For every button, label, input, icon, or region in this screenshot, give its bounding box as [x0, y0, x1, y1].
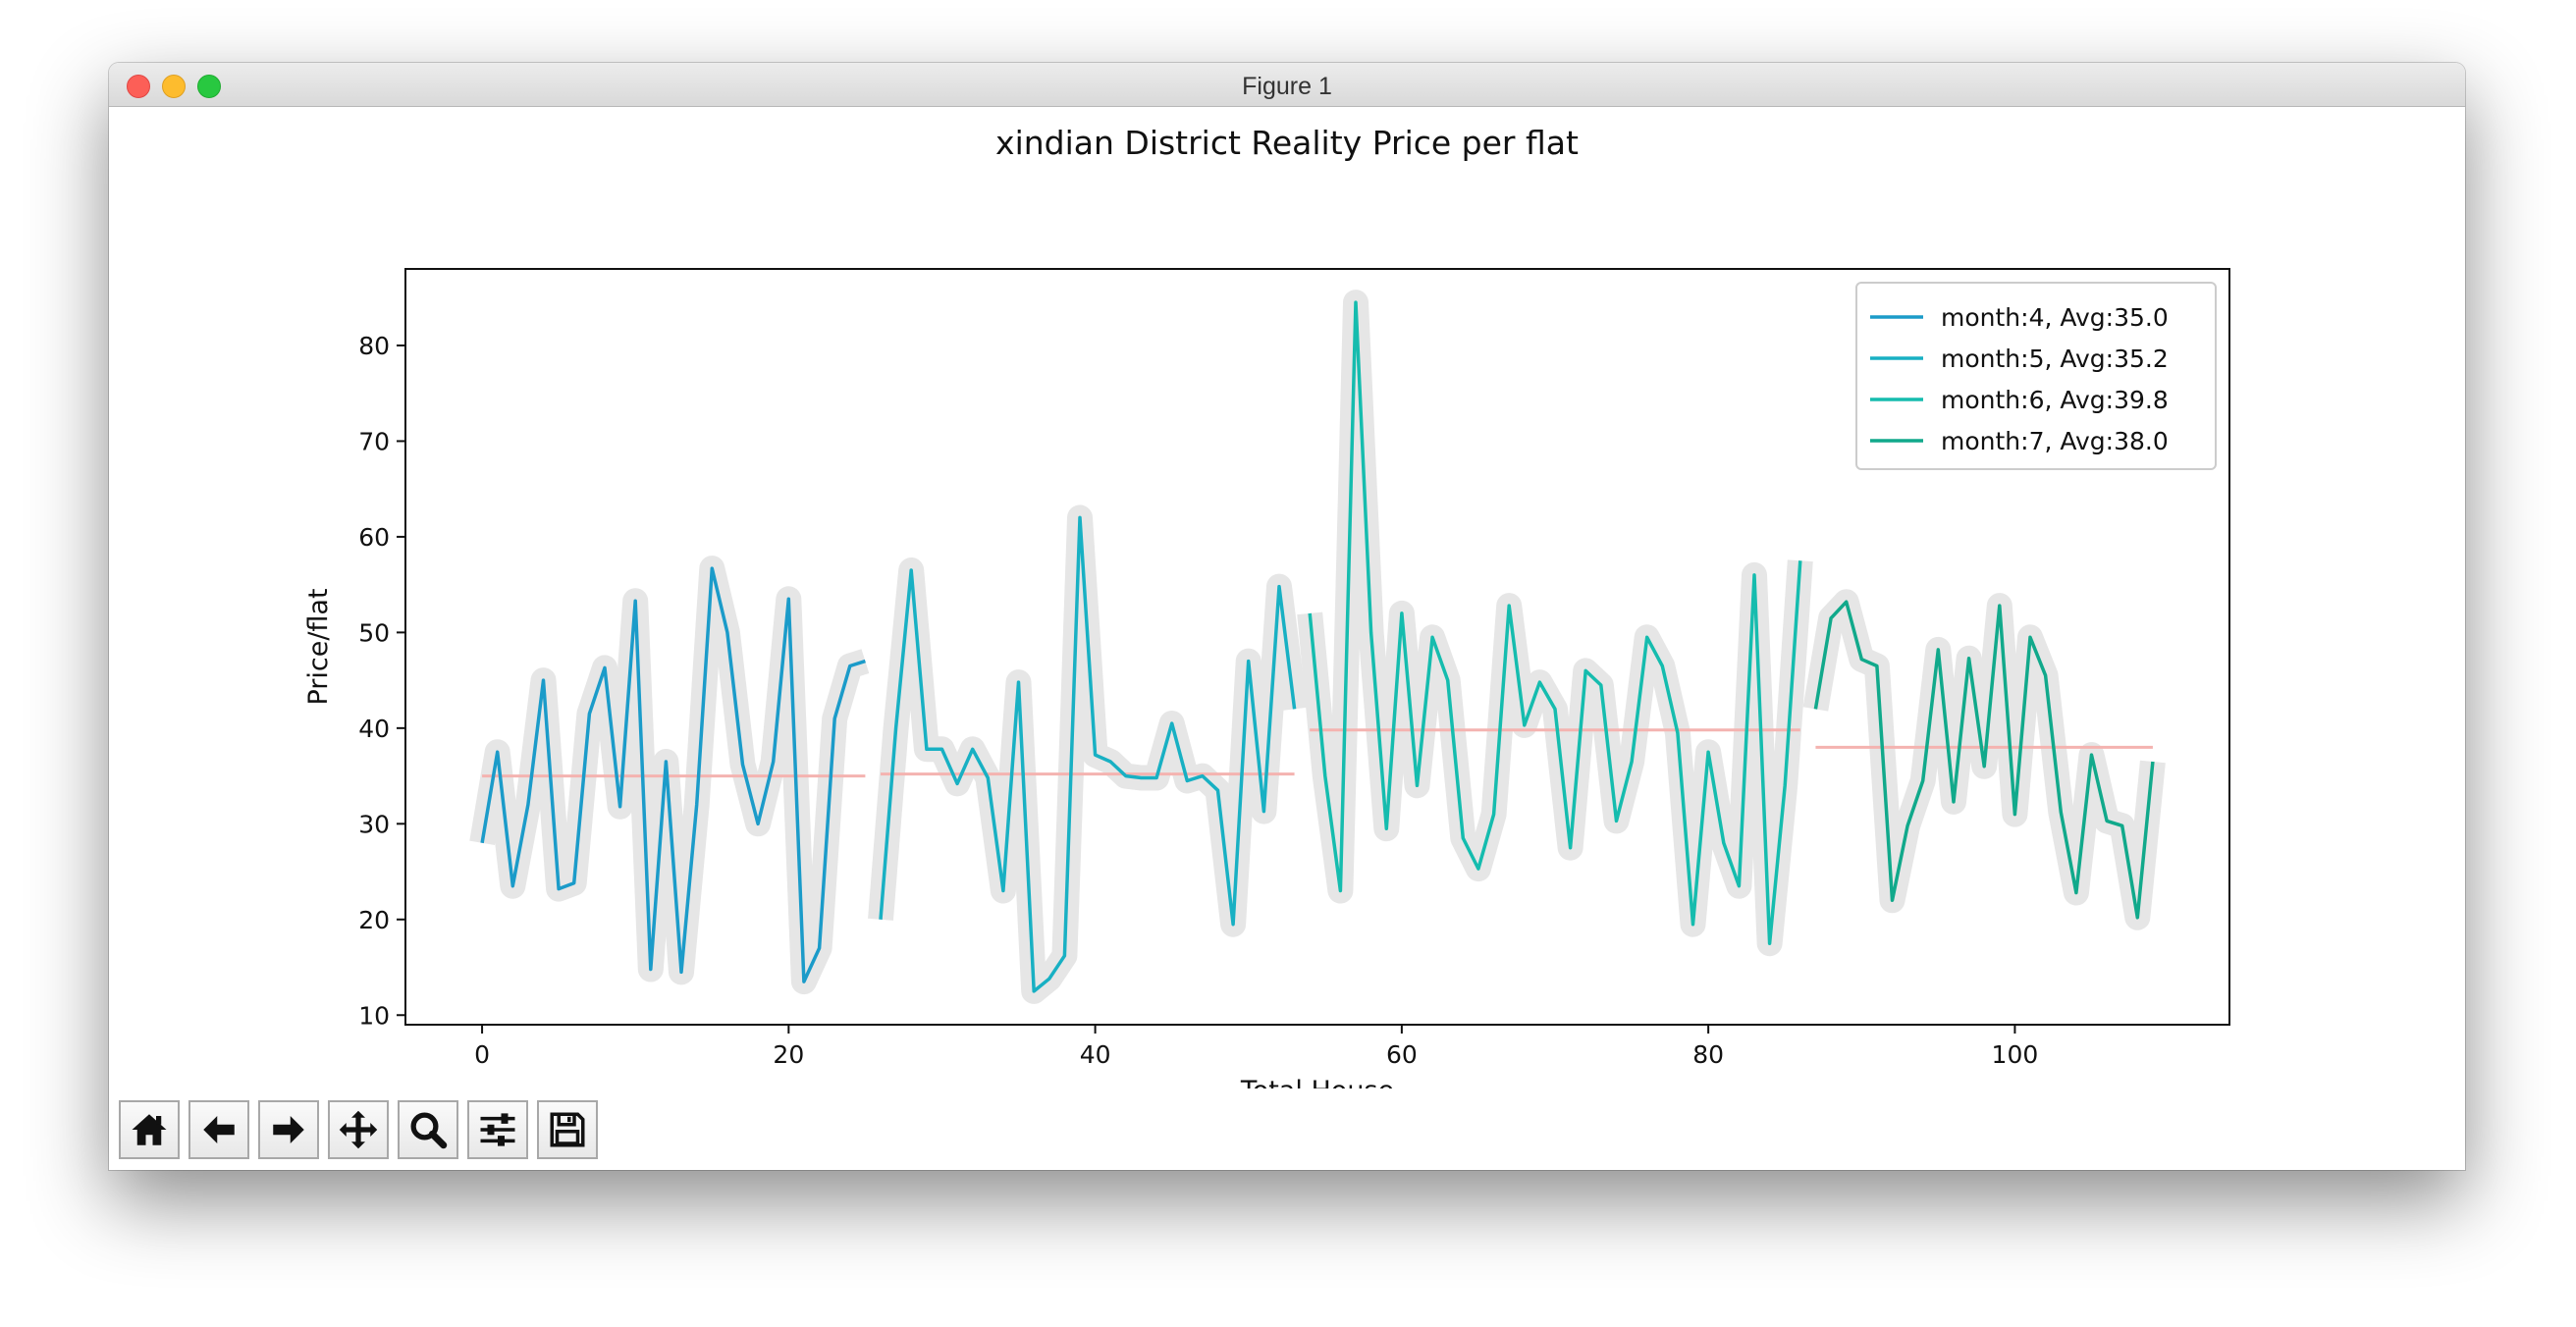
- minimize-window-button[interactable]: [162, 75, 186, 98]
- x-tick-label: 60: [1386, 1040, 1418, 1069]
- legend-box: [1855, 282, 2217, 470]
- navigation-toolbar: [109, 1088, 2465, 1170]
- x-tick-label: 100: [1992, 1040, 2039, 1069]
- configure-subplots-button[interactable]: [467, 1100, 528, 1159]
- close-window-button[interactable]: [127, 75, 150, 98]
- x-tick-label: 0: [474, 1040, 490, 1069]
- y-tick-label: 20: [358, 906, 390, 934]
- title-bar[interactable]: Figure 1: [109, 63, 2465, 107]
- zoom-button[interactable]: [398, 1100, 458, 1159]
- forward-button[interactable]: [258, 1100, 319, 1159]
- y-axis-label: Price/flat: [303, 588, 334, 705]
- window-title: Figure 1: [1242, 73, 1332, 100]
- home-button[interactable]: [119, 1100, 180, 1159]
- legend-label-3: month:6, Avg:39.8: [1941, 386, 2169, 414]
- figure-canvas[interactable]: xindian District Reality Price per flat …: [109, 107, 2465, 1088]
- maximize-window-button[interactable]: [197, 75, 221, 98]
- series-line-2[interactable]: [879, 515, 1297, 993]
- x-tick-label: 20: [773, 1040, 804, 1069]
- y-tick-label: 80: [358, 332, 390, 360]
- plot-frame: [404, 268, 2230, 1026]
- arrow-right-icon: [273, 1116, 304, 1143]
- y-tick-label: 70: [358, 427, 390, 455]
- move-icon: [339, 1110, 378, 1149]
- back-button[interactable]: [188, 1100, 249, 1159]
- series-line-3[interactable]: [1308, 300, 1802, 945]
- y-tick-label: 40: [358, 715, 390, 743]
- y-tick-label: 10: [358, 1001, 390, 1030]
- chart-title: xindian District Reality Price per flat: [995, 124, 1579, 162]
- home-icon: [132, 1114, 167, 1145]
- floppy-disk-icon: [550, 1112, 585, 1147]
- legend-label-1: month:4, Avg:35.0: [1941, 303, 2169, 332]
- y-tick-label: 30: [358, 810, 390, 838]
- magnifier-icon: [410, 1112, 448, 1149]
- y-tick-label: 50: [358, 618, 390, 647]
- legend-label-2: month:5, Avg:35.2: [1941, 345, 2169, 373]
- x-tick-label: 80: [1692, 1040, 1724, 1069]
- arrow-left-icon: [203, 1116, 235, 1143]
- y-tick-label: 60: [358, 523, 390, 552]
- figure-window: Figure 1 xindian District Reality Price …: [109, 63, 2465, 1170]
- pan-button[interactable]: [328, 1100, 389, 1159]
- sliders-icon: [480, 1113, 515, 1146]
- legend-label-4: month:7, Avg:38.0: [1941, 427, 2169, 455]
- save-button[interactable]: [537, 1100, 598, 1159]
- series-line-1[interactable]: [480, 566, 866, 983]
- line-chart[interactable]: xindian District Reality Price per flat …: [109, 107, 2465, 1088]
- x-axis-label: Total House: [1240, 1076, 1394, 1088]
- legend: month:4, Avg:35.0 month:5, Avg:35.2 month:…: [1855, 282, 2217, 470]
- series-line-4[interactable]: [1813, 600, 2155, 920]
- x-tick-label: 40: [1080, 1040, 1111, 1069]
